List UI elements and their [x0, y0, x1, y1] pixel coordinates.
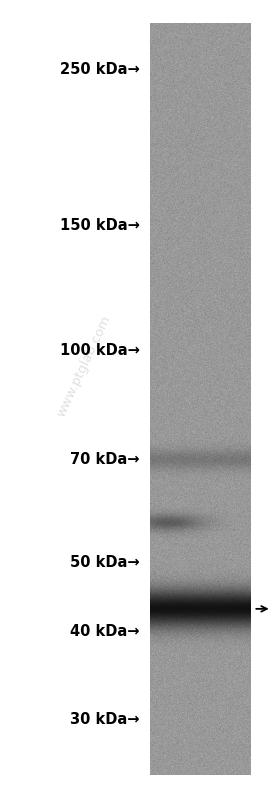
Text: 40 kDa→: 40 kDa→ — [71, 623, 140, 638]
Text: 250 kDa→: 250 kDa→ — [60, 62, 140, 77]
Text: 100 kDa→: 100 kDa→ — [60, 343, 140, 358]
Text: 70 kDa→: 70 kDa→ — [71, 452, 140, 467]
Text: www.ptglab.com: www.ptglab.com — [55, 313, 113, 419]
Text: 30 kDa→: 30 kDa→ — [71, 712, 140, 726]
Text: 150 kDa→: 150 kDa→ — [60, 218, 140, 233]
Text: 50 kDa→: 50 kDa→ — [70, 555, 140, 570]
